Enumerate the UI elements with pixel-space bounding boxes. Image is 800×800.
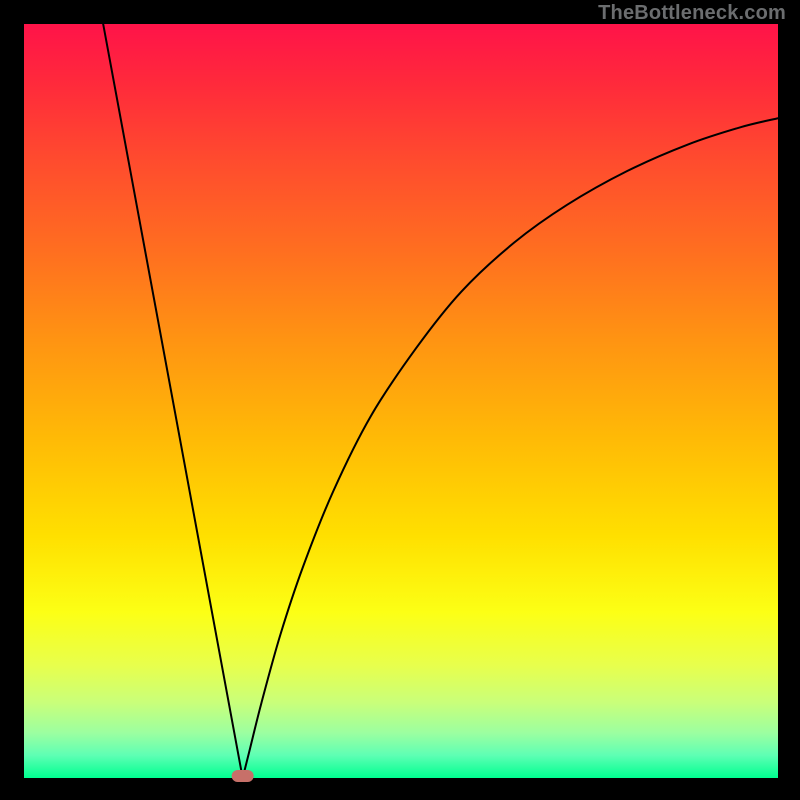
chart-svg	[0, 0, 800, 800]
valley-marker	[232, 770, 254, 782]
watermark-text: TheBottleneck.com	[598, 2, 786, 25]
chart-root: TheBottleneck.com	[0, 0, 800, 800]
plot-background	[24, 24, 778, 778]
